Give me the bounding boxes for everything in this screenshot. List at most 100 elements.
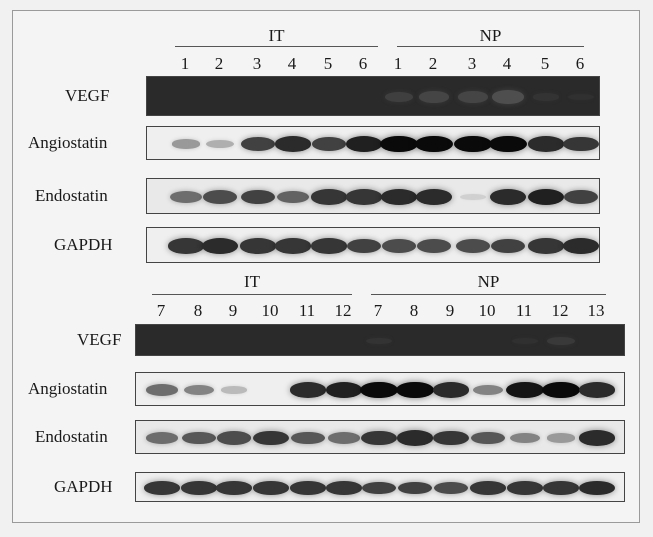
protein-band	[380, 135, 418, 153]
protein-band	[418, 91, 450, 103]
group-title-np: NP	[479, 26, 502, 45]
protein-band	[311, 189, 347, 205]
protein-band	[144, 481, 180, 495]
row-label-angiostatin: Angiostatin	[28, 133, 108, 152]
protein-band	[547, 337, 575, 345]
lane-number: 13	[587, 301, 605, 320]
protein-band	[146, 432, 178, 444]
protein-band	[382, 239, 416, 253]
protein-band	[528, 136, 564, 152]
protein-band	[384, 92, 414, 102]
protein-band	[146, 384, 178, 396]
protein-band	[528, 238, 564, 254]
protein-band	[181, 481, 217, 495]
lane-number: 10	[478, 301, 496, 320]
protein-band	[290, 481, 326, 495]
blot-strip-endostatin	[135, 420, 625, 454]
protein-band	[206, 140, 234, 148]
protein-band	[470, 481, 506, 495]
lane-number: 9	[445, 301, 455, 320]
protein-band	[182, 431, 216, 445]
protein-band	[381, 189, 417, 205]
protein-band	[328, 432, 360, 444]
blot-strip-gapdh	[146, 227, 600, 263]
protein-band	[396, 381, 434, 399]
lane-number: 5	[540, 54, 550, 73]
lane-number: 7	[156, 301, 166, 320]
protein-band	[415, 135, 453, 153]
protein-band	[361, 481, 397, 495]
protein-band	[454, 135, 492, 153]
protein-band	[325, 382, 363, 398]
protein-band	[170, 191, 202, 203]
lane-number: 4	[502, 54, 512, 73]
lane-number: 1	[393, 54, 403, 73]
row-label-gapdh: GAPDH	[54, 477, 113, 496]
row-label-endostatin: Endostatin	[35, 186, 108, 205]
protein-band	[311, 238, 347, 254]
protein-band	[361, 430, 397, 446]
protein-band	[417, 239, 451, 253]
protein-band	[491, 90, 525, 104]
protein-band	[472, 384, 504, 396]
group-bracket	[371, 294, 606, 295]
row-label-angiostatin: Angiostatin	[28, 379, 108, 398]
row-label-gapdh: GAPDH	[54, 235, 113, 254]
lane-number: 2	[428, 54, 438, 73]
protein-band	[202, 238, 238, 254]
protein-band	[360, 381, 398, 399]
protein-band	[433, 382, 469, 398]
protein-band	[507, 481, 543, 495]
row-label-vegf: VEGF	[77, 330, 122, 349]
blot-strip-gapdh	[135, 472, 625, 502]
protein-band	[532, 93, 560, 101]
protein-band	[397, 430, 433, 446]
protein-band	[543, 481, 579, 495]
protein-band	[489, 135, 527, 153]
protein-band	[290, 382, 326, 398]
protein-band	[220, 386, 248, 394]
protein-band	[365, 337, 393, 345]
lane-number: 2	[214, 54, 224, 73]
lane-number: 11	[298, 301, 316, 320]
protein-band	[346, 238, 382, 254]
lane-number: 8	[409, 301, 419, 320]
protein-band	[326, 481, 362, 495]
protein-band	[275, 136, 311, 152]
lane-number: 1	[180, 54, 190, 73]
lane-number: 4	[287, 54, 297, 73]
protein-band	[460, 193, 486, 201]
protein-band	[509, 432, 541, 444]
protein-band	[563, 189, 599, 205]
protein-band	[183, 384, 215, 396]
blot-strip-angiostatin	[146, 126, 600, 160]
protein-band	[512, 337, 538, 345]
protein-band	[217, 431, 251, 445]
lane-number: 6	[575, 54, 585, 73]
protein-band	[568, 93, 594, 101]
protein-band	[311, 137, 347, 151]
protein-band	[471, 431, 505, 445]
lane-number: 3	[252, 54, 262, 73]
protein-band	[527, 188, 565, 206]
protein-band	[276, 190, 310, 204]
protein-band	[345, 136, 383, 152]
blot-strip-endostatin	[146, 178, 600, 214]
protein-band	[506, 381, 544, 399]
protein-band	[416, 189, 452, 205]
row-label-endostatin: Endostatin	[35, 427, 108, 446]
protein-band	[433, 430, 469, 446]
protein-band	[546, 433, 576, 443]
lane-number: 5	[323, 54, 333, 73]
lane-number: 11	[515, 301, 533, 320]
protein-band	[397, 481, 433, 495]
protein-band	[240, 238, 276, 254]
lane-number: 3	[467, 54, 477, 73]
lane-number: 10	[261, 301, 279, 320]
group-title-np: NP	[477, 272, 500, 291]
group-bracket	[152, 294, 352, 295]
lane-number: 7	[373, 301, 383, 320]
protein-band	[456, 239, 490, 253]
group-bracket	[397, 46, 584, 47]
group-title-it: IT	[243, 272, 261, 291]
